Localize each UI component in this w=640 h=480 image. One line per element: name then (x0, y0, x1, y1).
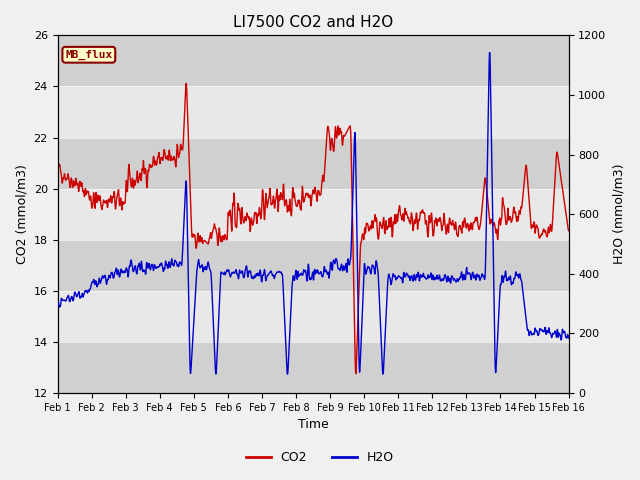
Y-axis label: H2O (mmol/m3): H2O (mmol/m3) (612, 164, 625, 264)
Bar (58, 291, 568, 342)
Bar (58, 138, 568, 189)
Legend: CO2, H2O: CO2, H2O (241, 446, 399, 469)
Bar (58, 36, 568, 86)
X-axis label: Time: Time (298, 419, 328, 432)
Bar (58, 240, 568, 291)
Bar (58, 189, 568, 240)
Text: MB_flux: MB_flux (65, 49, 113, 60)
Y-axis label: CO2 (mmol/m3): CO2 (mmol/m3) (15, 164, 28, 264)
Bar (58, 342, 568, 393)
Title: LI7500 CO2 and H2O: LI7500 CO2 and H2O (233, 15, 393, 30)
Bar (58, 86, 568, 138)
